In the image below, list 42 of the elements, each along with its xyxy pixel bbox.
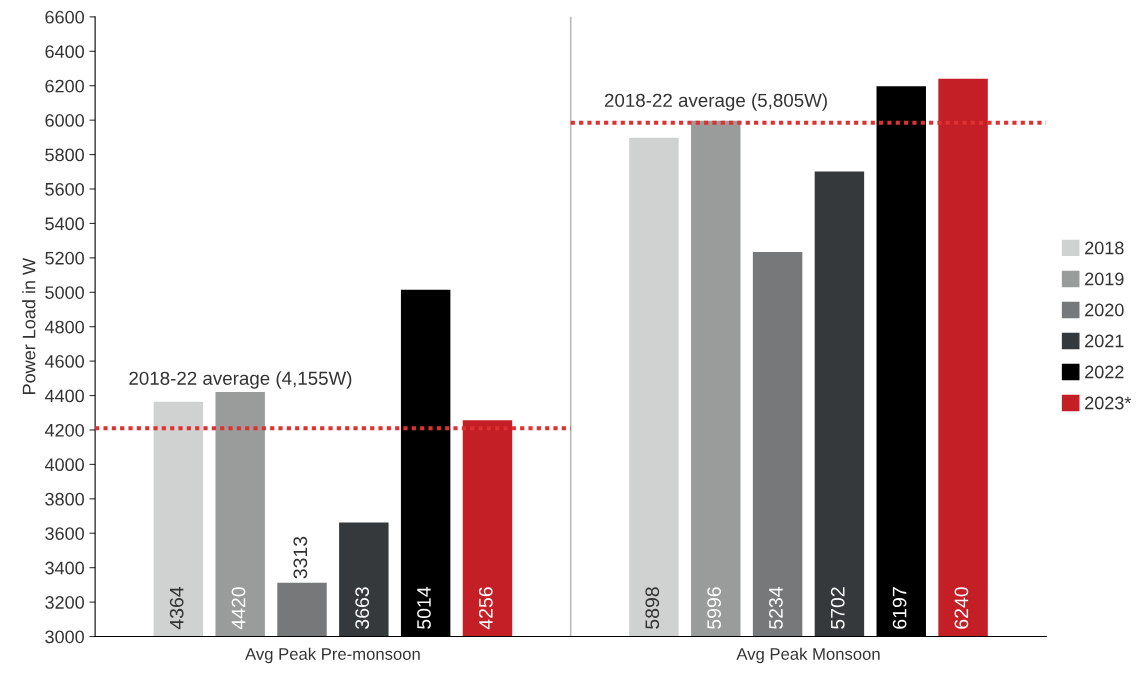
y-tick-label: 3800 bbox=[45, 492, 84, 506]
data-label: 6197 bbox=[892, 587, 907, 629]
legend-label: 2018 bbox=[1085, 241, 1124, 255]
y-tick-label: 5200 bbox=[45, 251, 84, 265]
y-tick-label: 5400 bbox=[45, 217, 84, 231]
y-tick-label: 6600 bbox=[45, 10, 84, 24]
y-tick-label: 4000 bbox=[44, 458, 84, 472]
y-tick-label: 3000 bbox=[45, 630, 84, 644]
y-tick-label: 3200 bbox=[45, 596, 84, 609]
y-tick-label: 6000 bbox=[45, 114, 84, 127]
y-tick-label: 4200 bbox=[44, 423, 84, 437]
legend-label: 2019 bbox=[1085, 272, 1124, 286]
data-label: 3313 bbox=[293, 536, 308, 579]
ref-line-label: 2018-22 average (4,155W) bbox=[129, 371, 352, 389]
legend-label: 2022 bbox=[1085, 365, 1124, 379]
x-tick-label: Avg Peak Monsoon bbox=[736, 647, 880, 664]
legend-label: 2020 bbox=[1085, 303, 1124, 317]
y-tick-label: 3400 bbox=[45, 561, 84, 575]
data-label: 5702 bbox=[830, 587, 845, 629]
data-label: 4364 bbox=[169, 586, 184, 630]
y-tick-label: 4600 bbox=[44, 355, 84, 368]
y-axis-title: Power Load in W bbox=[22, 258, 36, 394]
data-label: 5014 bbox=[417, 586, 431, 629]
data-label: 4420 bbox=[231, 587, 246, 630]
y-tick-label: 4800 bbox=[44, 320, 84, 334]
legend-label: 2021 bbox=[1085, 334, 1124, 348]
data-label: 5898 bbox=[645, 587, 660, 629]
y-tick-label: 5000 bbox=[45, 286, 84, 299]
y-tick-label: 5600 bbox=[45, 182, 84, 196]
data-label: 5234 bbox=[769, 586, 783, 629]
data-label: 4256 bbox=[478, 587, 493, 630]
data-label: 3663 bbox=[355, 587, 370, 629]
data-label: 6240 bbox=[954, 587, 969, 629]
y-tick-label: 6400 bbox=[45, 45, 84, 59]
legend-label: 2023* bbox=[1085, 396, 1132, 410]
ref-line-label: 2018-22 average (5,805W) bbox=[604, 93, 827, 111]
y-tick-label: 5800 bbox=[45, 148, 84, 162]
y-tick-label: 3600 bbox=[45, 527, 84, 540]
x-tick-label: Avg Peak Pre-monsoon bbox=[245, 647, 420, 664]
y-tick-label: 4400 bbox=[44, 389, 84, 403]
y-tick-label: 6200 bbox=[45, 79, 84, 93]
data-label: 5996 bbox=[707, 587, 721, 629]
